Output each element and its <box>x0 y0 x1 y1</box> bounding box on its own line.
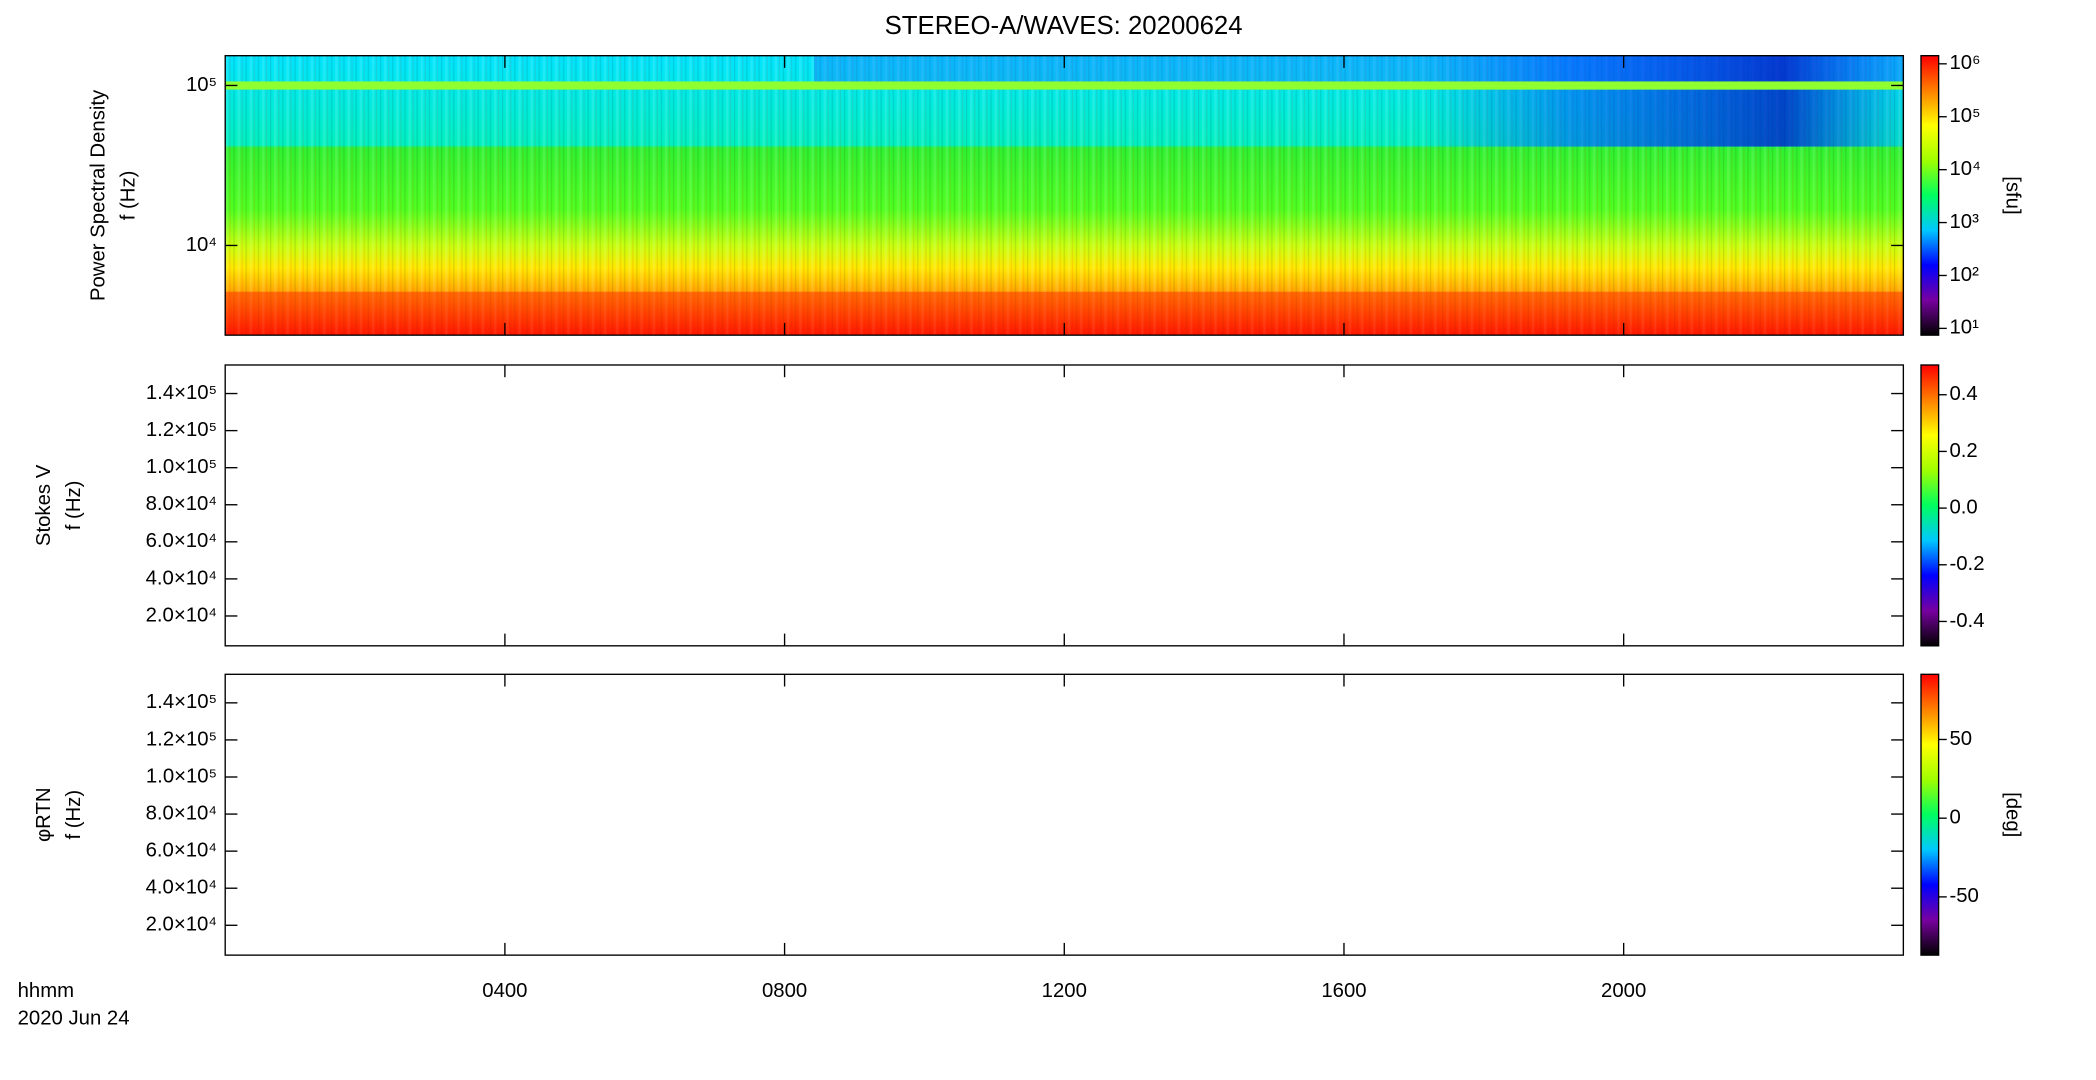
y-axis-label: f (Hz) <box>63 790 85 840</box>
colorbar-label: [sfu] <box>2002 176 2024 214</box>
colorbar-tick-label: 10⁴ <box>1949 158 1980 180</box>
plot-frame <box>224 364 1905 647</box>
y-tick-label: 4.0×10⁴ <box>146 877 217 899</box>
colorbar-tick-label: 10³ <box>1949 211 1979 233</box>
y-tick-label: 10⁵ <box>186 74 217 96</box>
y-tick-label: 1.4×10⁵ <box>146 691 217 713</box>
x-tick-label: 1600 <box>1321 980 1366 1002</box>
colorbar-tick-label: 0 <box>1949 807 1960 829</box>
chart-title: STEREO-A/WAVES: 20200624 <box>885 12 1243 40</box>
colorbar-tick-label: 0.4 <box>1949 383 1977 405</box>
y-tick-label: 10⁴ <box>186 234 217 256</box>
x-tick-label: 2000 <box>1601 980 1646 1002</box>
y-tick-label: 1.4×10⁵ <box>146 382 217 404</box>
x-tick-label: 0400 <box>482 980 527 1002</box>
x-axis-label: hhmm <box>18 980 74 1002</box>
y-axis-label: f (Hz) <box>117 171 139 221</box>
colorbar-tick-label: 10⁶ <box>1949 52 1980 74</box>
colorbar-tick-label: 0.2 <box>1949 440 1977 462</box>
x-tick-label: 0800 <box>762 980 807 1002</box>
colorbar-frame <box>1920 364 1940 647</box>
x-tick-label: 1200 <box>1042 980 1087 1002</box>
spectrogram-image <box>225 55 1904 336</box>
colorbar-tick-label: 10⁵ <box>1949 105 1980 127</box>
colorbar-tick-label: -0.4 <box>1949 610 1984 632</box>
y-tick-label: 2.0×10⁴ <box>146 914 217 936</box>
colorbar-tick-label: -0.2 <box>1949 553 1984 575</box>
colorbar <box>1920 55 1939 336</box>
colorbar-tick-label: 0.0 <box>1949 496 1977 518</box>
y-axis-label: Stokes V <box>33 464 55 546</box>
colorbar-frame <box>1920 673 1940 956</box>
y-tick-label: 8.0×10⁴ <box>146 802 217 824</box>
colorbar <box>1920 674 1939 956</box>
y-tick-label: 2.0×10⁴ <box>146 604 217 626</box>
y-tick-label: 1.2×10⁵ <box>146 419 217 441</box>
colorbar <box>1920 364 1939 646</box>
colorbar-frame <box>1920 55 1940 336</box>
y-axis-label: f (Hz) <box>63 481 85 531</box>
y-tick-label: 1.0×10⁵ <box>146 765 217 787</box>
x-axis-label: 2020 Jun 24 <box>18 1007 130 1029</box>
y-tick-label: 6.0×10⁴ <box>146 530 217 552</box>
colorbar-label: [deg] <box>2002 792 2024 837</box>
colorbar-tick-label: -50 <box>1949 885 1978 907</box>
y-axis-label: φRTN <box>33 787 55 842</box>
y-tick-label: 1.0×10⁵ <box>146 456 217 478</box>
plot-frame <box>224 673 1905 956</box>
colorbar-tick-label: 10¹ <box>1949 317 1979 339</box>
y-tick-label: 6.0×10⁴ <box>146 840 217 862</box>
y-axis-label: Power Spectral Density <box>87 89 109 301</box>
y-tick-label: 1.2×10⁵ <box>146 728 217 750</box>
colorbar-tick-label: 10² <box>1949 264 1979 286</box>
y-tick-label: 8.0×10⁴ <box>146 493 217 515</box>
colorbar-tick-label: 50 <box>1949 728 1972 750</box>
y-tick-label: 4.0×10⁴ <box>146 567 217 589</box>
